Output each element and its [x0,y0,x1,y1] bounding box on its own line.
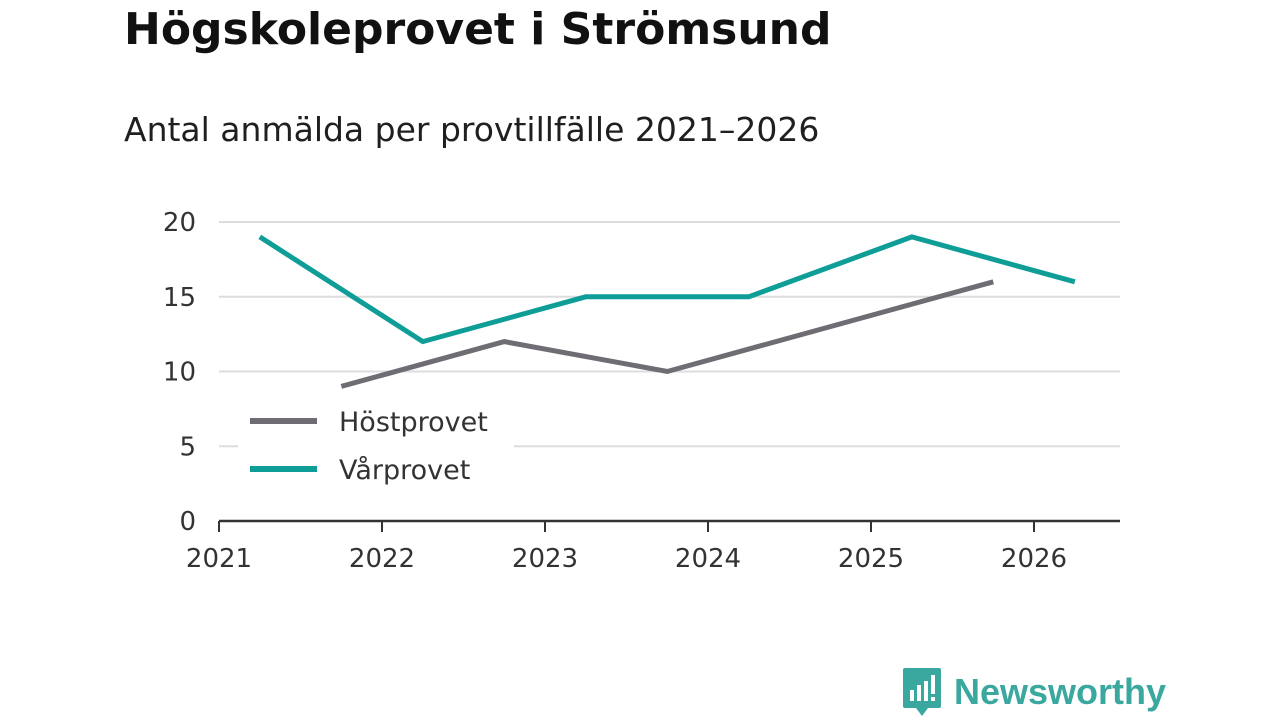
y-tick-label: 20 [163,208,196,238]
legend-label: Höstprovet [339,407,488,438]
newsworthy-logo-icon [903,668,941,716]
series-line-hostprovet [340,279,994,389]
x-axis: 2021 2022 2023 2024 2025 2026 [186,519,1120,574]
legend: Höstprovet Vårprovet [238,398,514,494]
chart-title: Högskoleprovet i Strömsund [124,4,832,55]
brand-name: Newsworthy [954,671,1167,712]
series-lines [258,234,1076,389]
y-tick-label: 0 [179,507,196,537]
legend-label: Vårprovet [339,455,470,486]
chart-subtitle: Antal anmälda per provtillfälle 2021–202… [124,110,820,149]
y-axis-ticks: 0 5 10 15 20 [163,208,196,537]
x-tick-label: 2022 [349,544,415,574]
x-tick-label: 2023 [512,544,578,574]
series-line-varprovet [258,234,1076,345]
x-tick-label: 2024 [675,544,741,574]
y-tick-label: 15 [163,283,196,313]
x-tick-label: 2026 [1001,544,1067,574]
brand-logo: Newsworthy [902,667,1166,717]
y-tick-label: 5 [179,432,196,462]
x-tick-label: 2021 [186,544,252,574]
legend-background [238,398,514,494]
y-tick-label: 10 [163,358,196,388]
x-tick-label: 2025 [838,544,904,574]
